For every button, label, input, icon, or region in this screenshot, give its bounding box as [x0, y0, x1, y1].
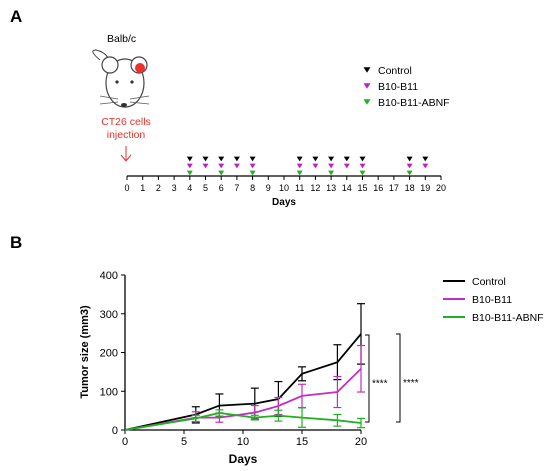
timeline-tick-label: 17	[389, 183, 399, 193]
dose-marker	[202, 163, 209, 169]
y-tick-label: 300	[100, 309, 118, 321]
injection-arrow	[120, 146, 132, 162]
timeline-tick-label: 12	[310, 183, 320, 193]
timeline-tick-label: 19	[420, 183, 430, 193]
dose-marker	[218, 170, 225, 176]
timeline-tick-label: 5	[203, 183, 208, 193]
timeline-tick-label: 8	[250, 183, 255, 193]
significance-label: ****	[372, 379, 388, 390]
dose-marker	[186, 170, 193, 176]
tumor-dot	[135, 63, 145, 73]
timeline-tick-label: 16	[373, 183, 383, 193]
dose-marker	[406, 156, 413, 162]
dose-marker	[233, 163, 240, 169]
dose-marker	[406, 170, 413, 176]
x-tick-label: 0	[122, 436, 128, 448]
chart-xlabel: Days	[229, 452, 258, 466]
series-b10-b11	[124, 344, 365, 431]
legend-marker	[363, 99, 371, 105]
injection-label-line1: CT26 cells	[101, 116, 151, 128]
timeline-tick-label: 1	[140, 183, 145, 193]
legend-marker	[363, 83, 371, 89]
y-tick-label: 400	[100, 270, 118, 282]
series-line	[124, 368, 362, 431]
dose-marker	[328, 170, 335, 176]
y-tick-label: 100	[100, 386, 118, 398]
series-control	[124, 303, 365, 431]
timeline-tick-label: 11	[295, 183, 304, 193]
legend-label: Control	[378, 65, 412, 77]
series-b10-b11-abnf	[124, 407, 365, 431]
injection-label-line2: injection	[107, 129, 146, 141]
timeline-tick-label: 10	[279, 183, 289, 193]
dose-marker	[359, 163, 366, 169]
significance-brackets: **** ****	[365, 333, 419, 423]
dose-marker	[343, 163, 350, 169]
legend-label: B10-B11-ABNF	[472, 312, 544, 324]
panel-a-label: A	[10, 7, 22, 26]
legend-marker	[363, 67, 371, 73]
legend-label: B10-B11	[472, 294, 512, 306]
legend-label: Control	[472, 276, 506, 288]
timeline-tick-label: 3	[172, 183, 177, 193]
timeline-tick-label: 15	[357, 183, 367, 193]
timeline-tick-label: 14	[342, 183, 352, 193]
dose-marker	[249, 163, 256, 169]
chart-ylabel: Tumor size (mm3)	[79, 305, 91, 399]
timeline-tick-label: 6	[219, 183, 224, 193]
mouse-strain-label: Balb/c	[107, 33, 136, 45]
series-line	[124, 412, 362, 431]
y-tick-label: 0	[112, 425, 118, 437]
significance-bracket	[396, 333, 401, 423]
dose-marker	[312, 156, 319, 162]
series-line	[124, 333, 362, 431]
x-tick-label: 20	[355, 436, 367, 448]
dose-marker	[218, 156, 225, 162]
dose-marker	[249, 170, 256, 176]
dose-marker	[249, 156, 256, 162]
dose-marker	[328, 163, 335, 169]
timeline: 0 1 2 3 4 5 6 7 8 9 10 11 12 13 14 15 16 17 18 19 20	[124, 156, 446, 193]
dose-marker	[328, 156, 335, 162]
timeline-tick-label: 7	[234, 183, 239, 193]
timeline-tick-label: 4	[187, 183, 192, 193]
timeline-tick-label: 13	[326, 183, 336, 193]
significance-label: ****	[403, 378, 419, 389]
x-tick-label: 15	[296, 436, 308, 448]
dose-marker	[406, 163, 413, 169]
significance-bracket	[365, 334, 370, 423]
timeline-tick-label: 2	[156, 183, 161, 193]
dose-marker	[359, 170, 366, 176]
legend-label: B10-B11-ABNF	[378, 97, 450, 109]
dose-marker	[202, 156, 209, 162]
timeline-legend: Control B10-B11 B10-B11-ABNF	[363, 65, 450, 109]
dose-marker	[296, 170, 303, 176]
panel-b-label: B	[10, 233, 22, 252]
y-tick-label: 200	[100, 348, 118, 360]
dose-marker	[233, 156, 240, 162]
dose-marker	[343, 156, 350, 162]
x-tick-label: 10	[237, 436, 249, 448]
dose-marker	[296, 156, 303, 162]
timeline-tick-label: 20	[436, 183, 446, 193]
mouse-illustration: Balb/c	[92, 33, 150, 108]
dose-marker	[296, 163, 303, 169]
x-tick-label: 5	[181, 436, 187, 448]
dose-marker	[422, 156, 429, 162]
timeline-xlabel: Days	[272, 197, 296, 208]
dose-marker	[218, 163, 225, 169]
dose-marker	[312, 163, 319, 169]
legend-label: B10-B11	[378, 81, 418, 93]
dose-marker	[359, 156, 366, 162]
chart-legend: Control B10-B11 B10-B11-ABNF	[443, 276, 544, 324]
timeline-tick-label: 0	[124, 183, 129, 193]
dose-marker	[186, 156, 193, 162]
dose-marker	[422, 163, 429, 169]
dose-marker	[186, 163, 193, 169]
timeline-tick-label: 9	[266, 183, 271, 193]
timeline-tick-label: 18	[405, 183, 415, 193]
